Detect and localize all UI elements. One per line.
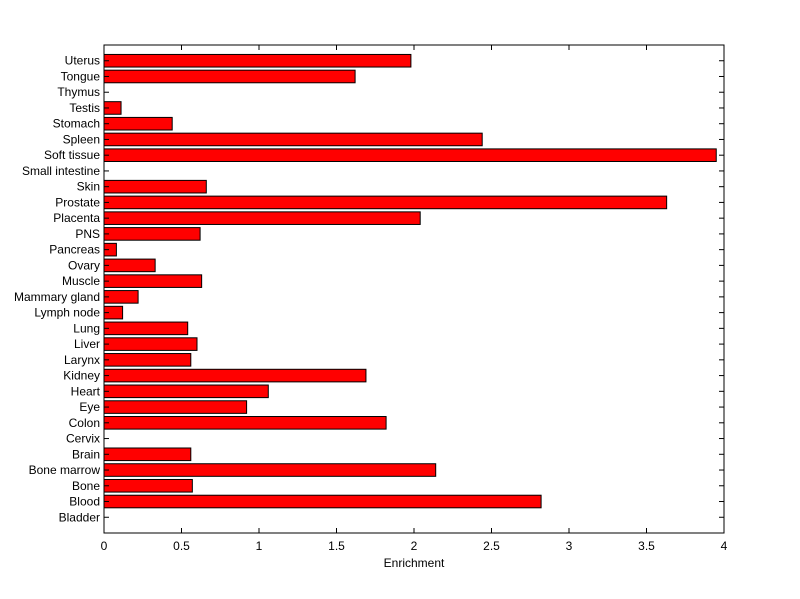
y-tick-label: Small intestine	[22, 164, 100, 178]
x-axis-label: Enrichment	[384, 556, 445, 570]
bar	[103, 478, 193, 493]
y-tick-label: Kidney	[63, 369, 100, 383]
y-tick-label: Ovary	[68, 258, 100, 272]
bar	[103, 321, 189, 336]
bar	[103, 69, 356, 84]
y-tick-label: Blood	[69, 495, 100, 509]
bar	[103, 227, 201, 241]
x-tick-label: 3	[566, 539, 573, 553]
bar	[103, 337, 198, 351]
y-tick-label: PNS	[75, 227, 100, 241]
bar	[103, 463, 437, 477]
y-tick-label: Soft tissue	[44, 148, 100, 162]
y-tick-label: Spleen	[63, 132, 100, 146]
y-tick-label: Heart	[71, 384, 101, 398]
x-axis-ticks: 0 0.5 1 1.5 2 2.5 3 3.5 4	[101, 45, 728, 553]
bar	[103, 211, 421, 225]
bar	[103, 447, 192, 462]
y-tick-label: Stomach	[53, 117, 100, 131]
y-tick-label: Eye	[79, 400, 100, 414]
y-tick-label: Mammary gland	[14, 290, 100, 304]
bar	[103, 274, 203, 288]
x-tick-label: 1	[256, 539, 263, 553]
y-tick-label: Pancreas	[49, 243, 100, 257]
y-tick-label: Liver	[74, 337, 100, 351]
x-tick-label: 3.5	[638, 539, 655, 553]
plot-frame	[103, 44, 725, 534]
y-tick-label: Tongue	[61, 69, 101, 83]
x-tick-label: 2.5	[483, 539, 500, 553]
y-tick-label: Placenta	[53, 211, 100, 225]
y-tick-label: Larynx	[64, 353, 100, 367]
y-tick-label: Lung	[73, 321, 100, 335]
bar	[103, 116, 173, 131]
bar	[103, 148, 717, 162]
x-tick-label: 0	[101, 539, 108, 553]
y-tick-label: Colon	[69, 416, 100, 430]
bar	[103, 416, 387, 430]
bar	[103, 353, 192, 367]
y-tick-label: Brain	[72, 447, 100, 461]
y-tick-label: Bone	[72, 479, 100, 493]
y-tick-label: Bladder	[59, 510, 100, 524]
y-tick-label: Muscle	[62, 274, 100, 288]
bar	[103, 368, 367, 383]
x-tick-label: 1.5	[328, 539, 345, 553]
y-tick-label: Thymus	[57, 85, 100, 99]
y-tick-label: Uterus	[65, 54, 100, 68]
bar	[103, 132, 483, 147]
x-tick-label: 0.5	[173, 539, 190, 553]
bar	[103, 494, 542, 509]
y-tick-label: Prostate	[55, 195, 100, 209]
bar	[103, 384, 269, 399]
bar	[103, 258, 156, 273]
bar	[103, 53, 412, 68]
x-tick-label: 2	[411, 539, 418, 553]
x-tick-label: 4	[721, 539, 728, 553]
y-tick-label: Skin	[77, 180, 100, 194]
plot-area	[104, 45, 724, 533]
bar	[103, 195, 668, 210]
bar	[103, 179, 207, 194]
y-tick-label: Bone marrow	[29, 463, 101, 477]
bar	[103, 290, 139, 304]
y-tick-label: Cervix	[66, 432, 100, 446]
bar	[103, 400, 248, 414]
y-tick-label: Lymph node	[34, 306, 100, 320]
y-tick-label: Testis	[69, 101, 100, 115]
